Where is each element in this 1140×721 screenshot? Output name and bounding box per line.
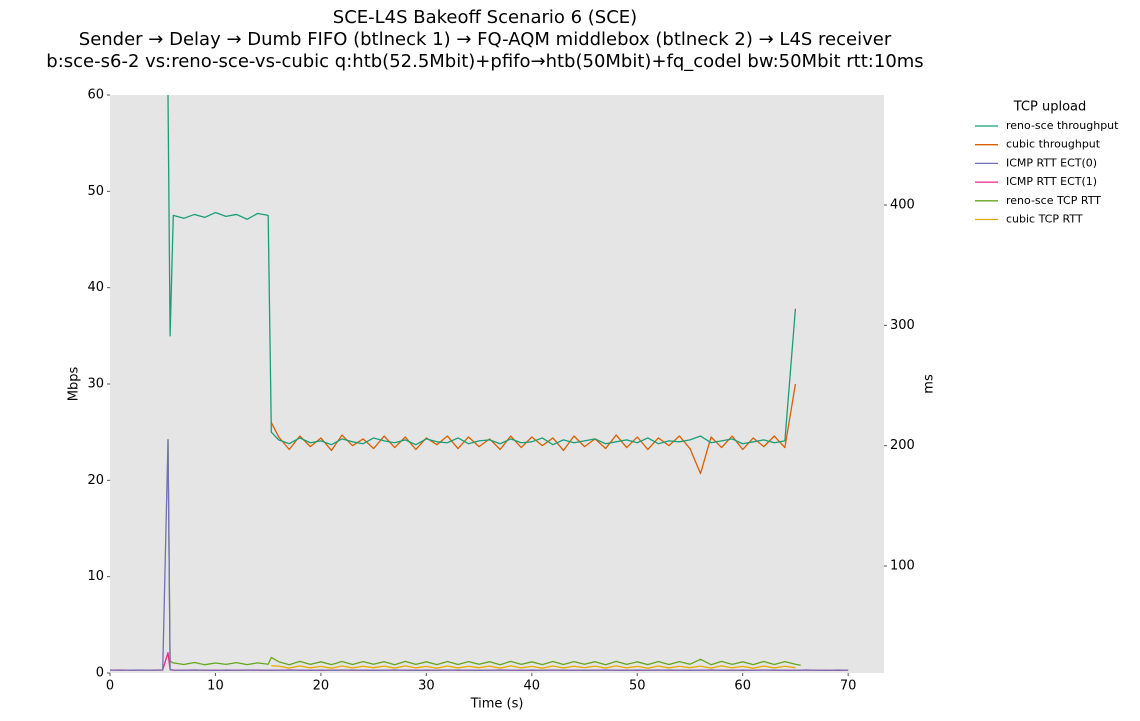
y-tick-label: 0 — [96, 666, 104, 681]
y-tick-label: 60 — [87, 88, 104, 103]
y-tick-label: 10 — [87, 569, 104, 584]
y2-tick-label: 300 — [890, 318, 915, 333]
y2-tick-label: 100 — [890, 559, 915, 574]
legend-label: ICMP RTT ECT(1) — [1006, 175, 1097, 188]
y2-tick-label: 200 — [890, 438, 915, 453]
chart-subtitle: Sender → Delay → Dumb FIFO (btlneck 1) →… — [79, 29, 892, 50]
x-axis-label: Time (s) — [470, 697, 524, 712]
x-tick-label: 10 — [207, 679, 224, 694]
y-tick-label: 50 — [87, 184, 104, 199]
chart-title: SCE-L4S Bakeoff Scenario 6 (SCE) — [333, 7, 637, 28]
x-tick-label: 40 — [524, 679, 541, 694]
x-tick-label: 70 — [840, 679, 857, 694]
y-tick-label: 40 — [87, 280, 104, 295]
y-tick-label: 30 — [87, 377, 104, 392]
x-tick-label: 0 — [106, 679, 114, 694]
legend-label: reno-sce throughput — [1006, 119, 1119, 132]
series-line — [167, 439, 801, 666]
legend-title: TCP upload — [1013, 100, 1087, 115]
series-line — [270, 383, 797, 475]
x-tick-label: 60 — [734, 679, 751, 694]
x-tick-label: 50 — [629, 679, 646, 694]
x-tick-label: 20 — [313, 679, 330, 694]
series-line — [109, 439, 849, 671]
series-line — [167, 94, 797, 446]
legend-label: ICMP RTT ECT(0) — [1006, 156, 1097, 169]
legend-label: reno-sce TCP RTT — [1006, 194, 1101, 207]
y2-axis-label: ms — [922, 374, 937, 394]
x-tick-label: 30 — [418, 679, 435, 694]
y-axis-label: Mbps — [67, 367, 82, 402]
legend-label: cubic throughput — [1006, 138, 1101, 151]
y2-tick-label: 400 — [890, 197, 915, 212]
chart-subtitle: b:sce-s6-2 vs:reno-sce-vs-cubic q:htb(52… — [46, 51, 923, 72]
y-tick-label: 20 — [87, 473, 104, 488]
series-line — [271, 665, 796, 669]
plot-area — [110, 95, 884, 673]
legend-label: cubic TCP RTT — [1006, 213, 1083, 226]
